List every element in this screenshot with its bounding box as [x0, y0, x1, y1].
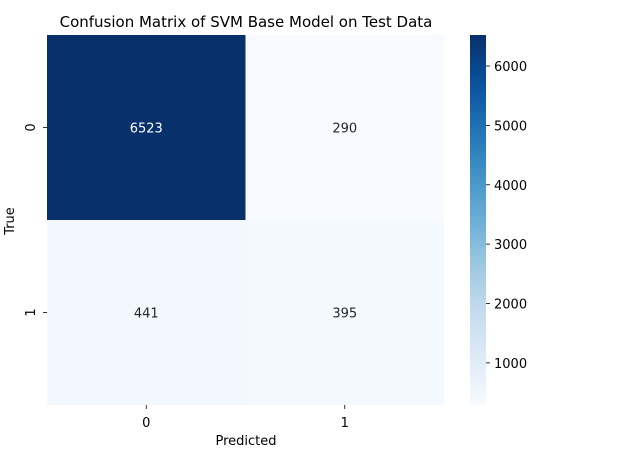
colorbar-ticks: 1000 2000 3000 4000 5000 6000	[486, 60, 527, 372]
cell-value-label: 395	[332, 307, 357, 322]
heatmap-cell	[245, 35, 444, 220]
cell-value-label: 441	[134, 307, 159, 322]
colorbar-tick-label: 3000	[494, 238, 527, 253]
heatmap-cell	[245, 220, 444, 405]
colorbar-tick-label: 4000	[494, 179, 527, 194]
y-tick-label: 1	[24, 308, 39, 316]
colorbar-tick-label: 2000	[494, 297, 527, 312]
heatmap-cell	[47, 35, 246, 220]
cell-value-label: 6523	[130, 122, 163, 137]
colorbar-tick-label: 6000	[494, 60, 527, 75]
cell-value-label: 290	[332, 122, 357, 137]
y-tick-label: 0	[24, 123, 39, 131]
x-axis-label: Predicted	[215, 434, 276, 449]
y-axis-ticks: 01	[24, 123, 47, 317]
heatmap-cells: 6523 290 441 395	[47, 35, 444, 405]
heatmap-cell	[47, 220, 246, 405]
chart-title: Confusion Matrix of SVM Base Model on Te…	[60, 13, 433, 31]
x-tick-label: 1	[341, 416, 349, 431]
colorbar	[470, 35, 486, 405]
y-axis-label: True	[3, 207, 18, 236]
colorbar-tick-label: 1000	[494, 357, 527, 372]
x-tick-label: 0	[142, 416, 150, 431]
colorbar-tick-label: 5000	[494, 119, 527, 134]
